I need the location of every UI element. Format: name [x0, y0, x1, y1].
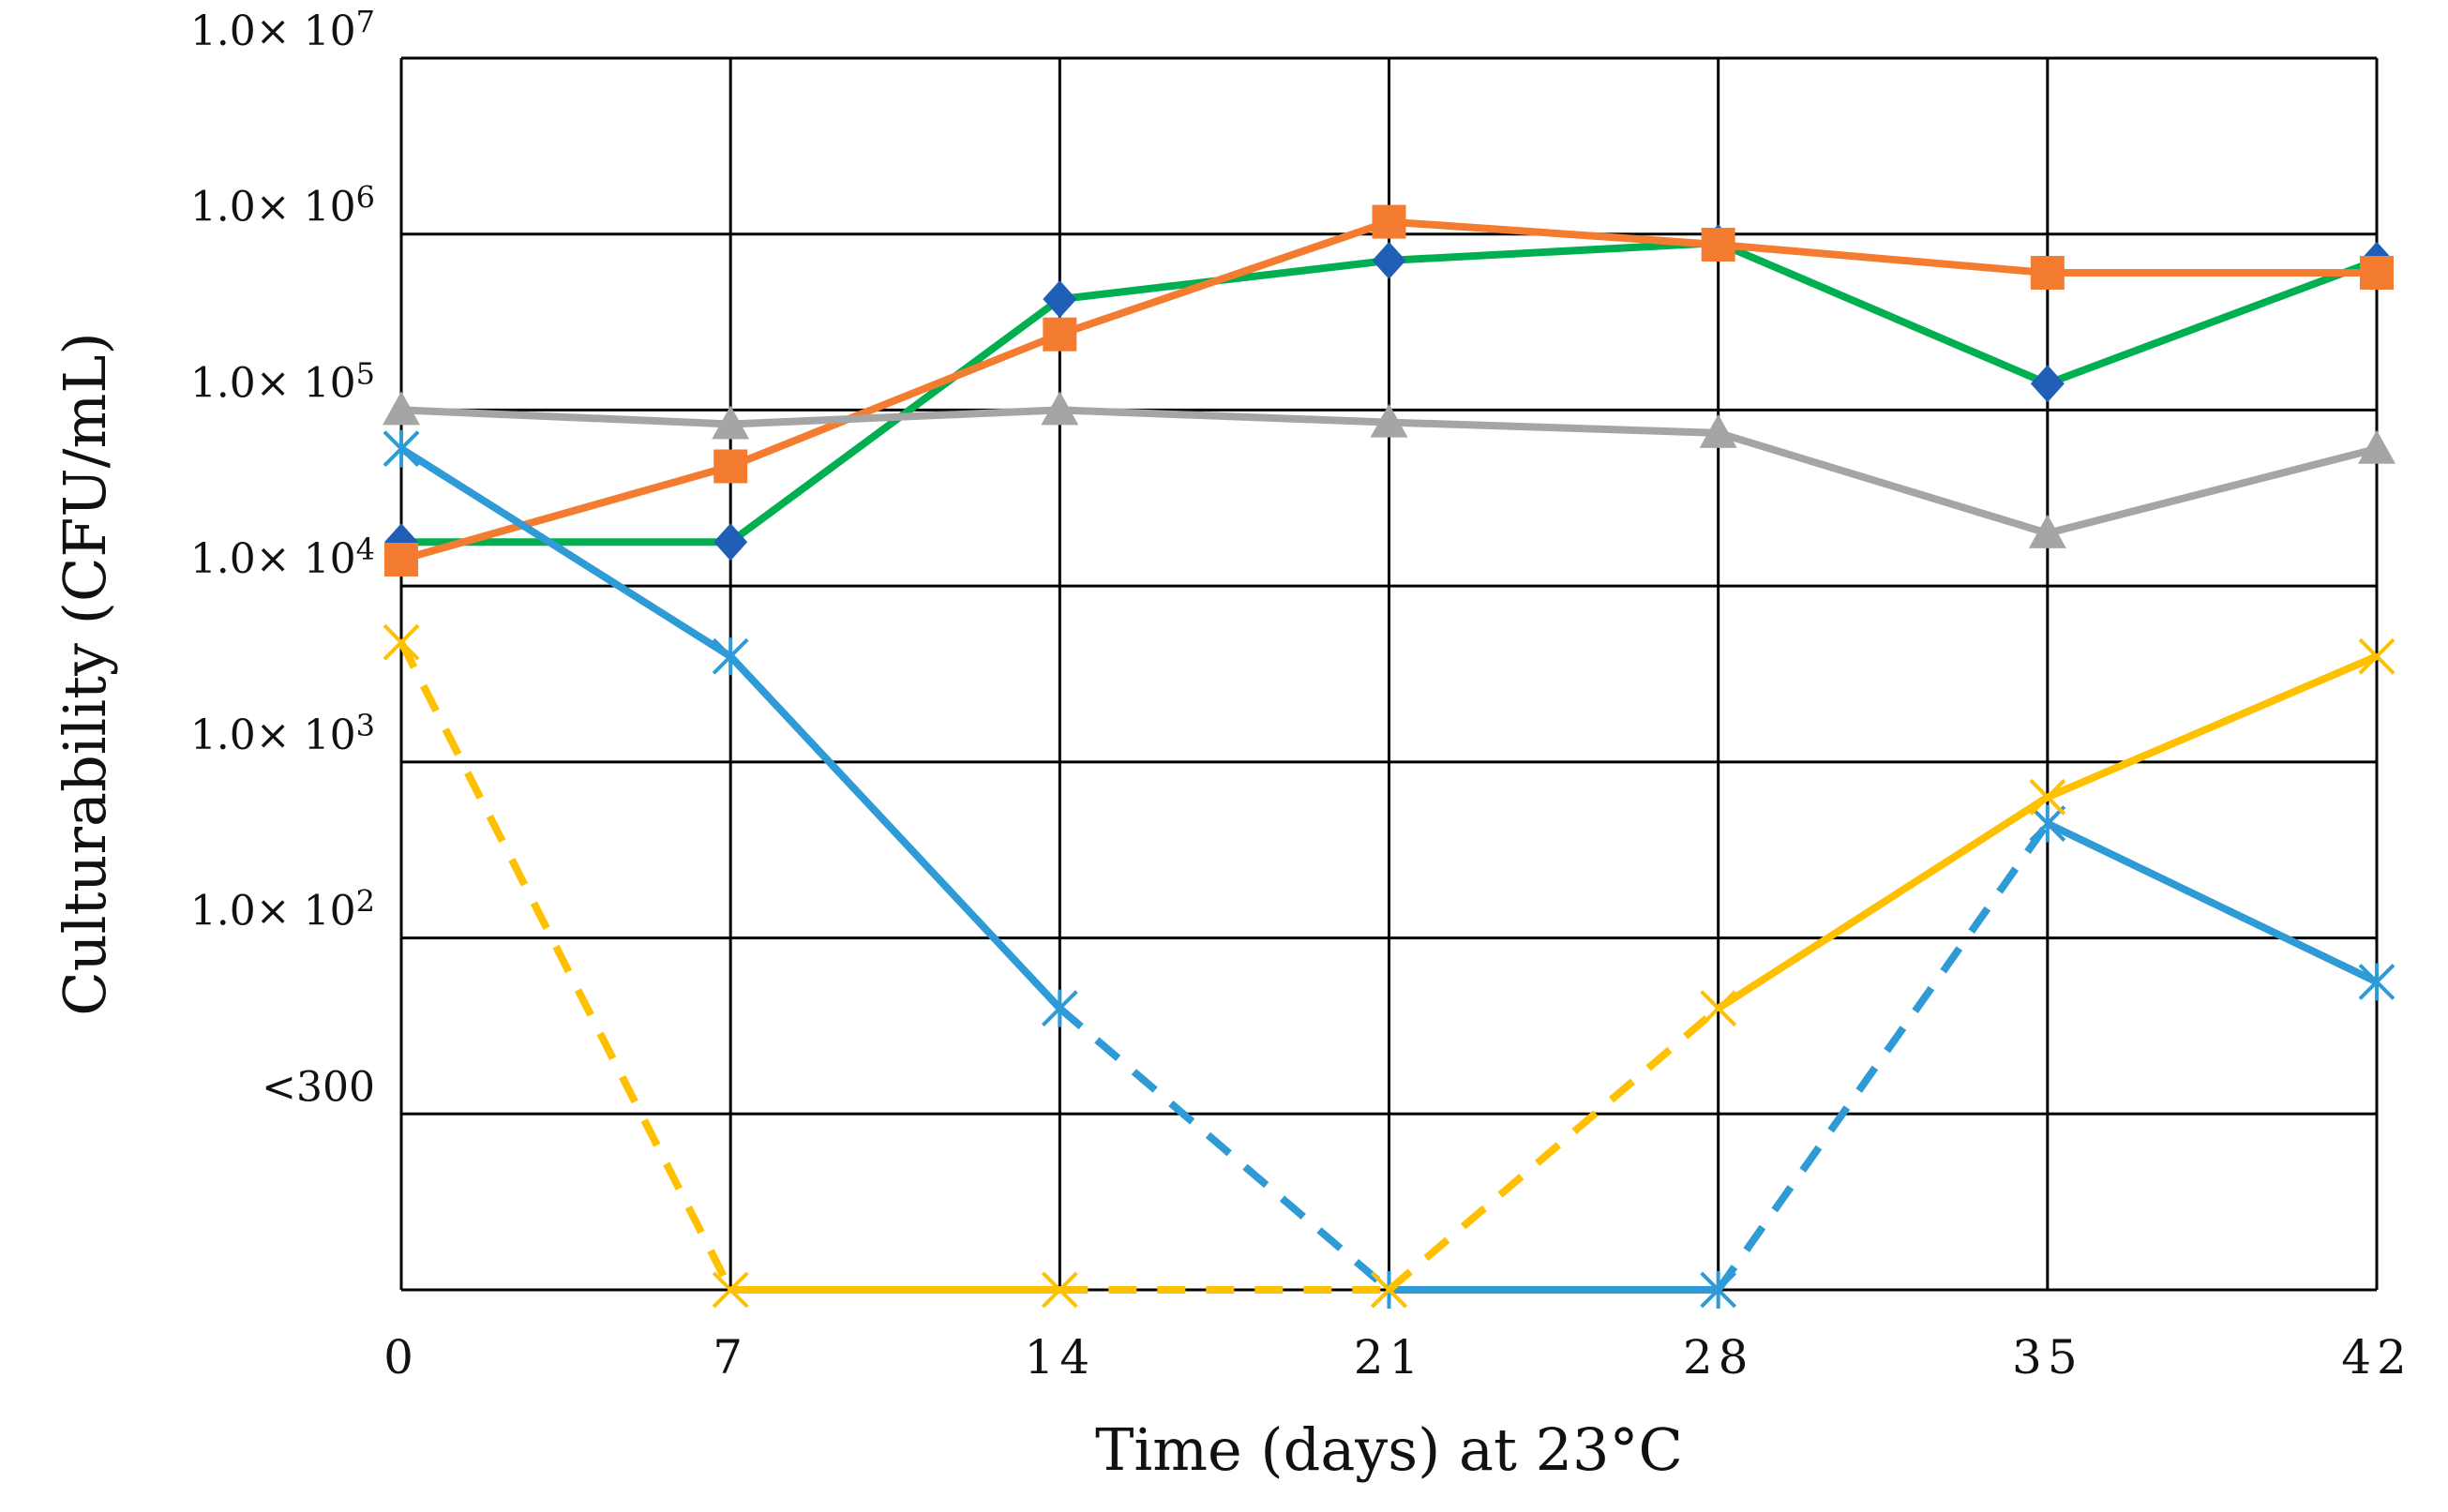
series-segment: [1717, 429, 2049, 537]
x-tick-label: 14: [1025, 1330, 1096, 1385]
y-tick-label: 1.0× 102: [190, 884, 375, 936]
data-point-asterisk: [383, 429, 420, 468]
data-point-diamond: [1043, 280, 1077, 319]
data-point-x: [712, 1271, 749, 1309]
data-point-square: [1701, 227, 1735, 262]
series-segment: [398, 445, 733, 660]
series-segment: [728, 653, 1063, 1011]
data-point-square: [1043, 317, 1077, 352]
data-point-asterisk: [1700, 1271, 1737, 1309]
y-tick-labels: 1.0× 107 1.0× 106 1.0× 105 1.0× 104 1.0× 103…: [190, 4, 375, 1111]
marker-stroke: [1371, 1271, 1407, 1309]
data-point-diamond: [713, 523, 748, 561]
series-segment-dashed: [1715, 821, 2051, 1293]
data-point-triangle: [383, 391, 420, 426]
y-tick-label: 1.0× 106: [190, 180, 375, 232]
series-segment: [400, 406, 731, 428]
series-segment-dashed: [1386, 1005, 1721, 1294]
data-point-square: [2360, 256, 2394, 291]
series-segment: [1389, 217, 1719, 248]
data-point-triangle: [2028, 514, 2066, 548]
series-segment-dashed: [1057, 1005, 1392, 1294]
x-tick-label: 0: [383, 1330, 419, 1385]
data-point-x: [1700, 990, 1737, 1027]
marker-stroke: [1700, 990, 1737, 1027]
data-point-x: [383, 623, 420, 661]
y-tick-label: 1.0× 103: [190, 708, 375, 759]
data-point-square: [384, 542, 418, 576]
data-point-square: [2030, 256, 2065, 291]
series-5: [383, 623, 2395, 1309]
marker-stroke: [383, 623, 420, 661]
series-segment: [2046, 444, 2378, 537]
y-tick-label: 1.0× 104: [190, 531, 375, 583]
series-segment: [1389, 418, 1719, 437]
data-point-triangle: [1699, 413, 1737, 448]
series-segment: [729, 406, 1060, 428]
x-tick-label: 28: [1683, 1330, 1754, 1385]
data-point-asterisk: [2358, 963, 2395, 1001]
marker-stroke: [1041, 1271, 1078, 1309]
series-segment: [2046, 819, 2379, 986]
series-segment: [399, 462, 732, 563]
data-point-x: [1371, 1271, 1407, 1309]
y-axis-title: Culturability (CFU/mL): [51, 332, 119, 1015]
y-tick-label: <300: [262, 1063, 375, 1111]
data-point-diamond: [2030, 365, 2065, 403]
x-tick-label: 7: [713, 1330, 748, 1385]
series-segment: [1716, 794, 2050, 1012]
marker-stroke: [712, 1271, 749, 1309]
data-point-triangle: [1041, 391, 1079, 426]
y-tick-label: 1.0× 107: [190, 4, 375, 55]
series-segment-dashed: [398, 640, 734, 1292]
series-segment: [1718, 240, 2049, 277]
data-point-square: [713, 449, 748, 484]
series-segment: [2046, 257, 2379, 388]
data-point-x: [2029, 778, 2066, 816]
x-tick-label: 35: [2012, 1330, 2083, 1385]
data-point-diamond: [1372, 241, 1406, 279]
data-point-triangle: [1370, 403, 1408, 438]
series-segment: [728, 330, 1061, 471]
x-tick-label: 42: [2341, 1330, 2412, 1385]
series-segment: [2046, 652, 2379, 801]
series-3: [383, 391, 2395, 548]
data-point-square: [1372, 204, 1406, 239]
series-segment: [1717, 239, 2050, 387]
y-tick-label: 1.0× 105: [190, 355, 375, 407]
data-point-asterisk: [2029, 804, 2066, 843]
marker-stroke: [2358, 637, 2395, 675]
data-point-triangle: [712, 405, 750, 440]
x-axis-title: Time (days) at 23°C: [1095, 1415, 1683, 1484]
series-segment: [1059, 217, 1390, 338]
data-point-x: [2358, 637, 2395, 675]
x-tick-label: 21: [1354, 1330, 1425, 1385]
data-point-x: [1041, 1271, 1078, 1309]
series-segment: [1389, 239, 1719, 264]
data-point-asterisk: [712, 637, 749, 676]
x-tick-labels: 0 7 14 21 28 35 42: [383, 1330, 2412, 1385]
data-point-triangle: [2358, 429, 2395, 464]
marker-stroke: [2029, 778, 2066, 816]
series-2: [384, 204, 2394, 576]
data-point-asterisk: [1041, 989, 1078, 1027]
series-segment: [1059, 406, 1389, 427]
series-layer: [383, 204, 2395, 1309]
